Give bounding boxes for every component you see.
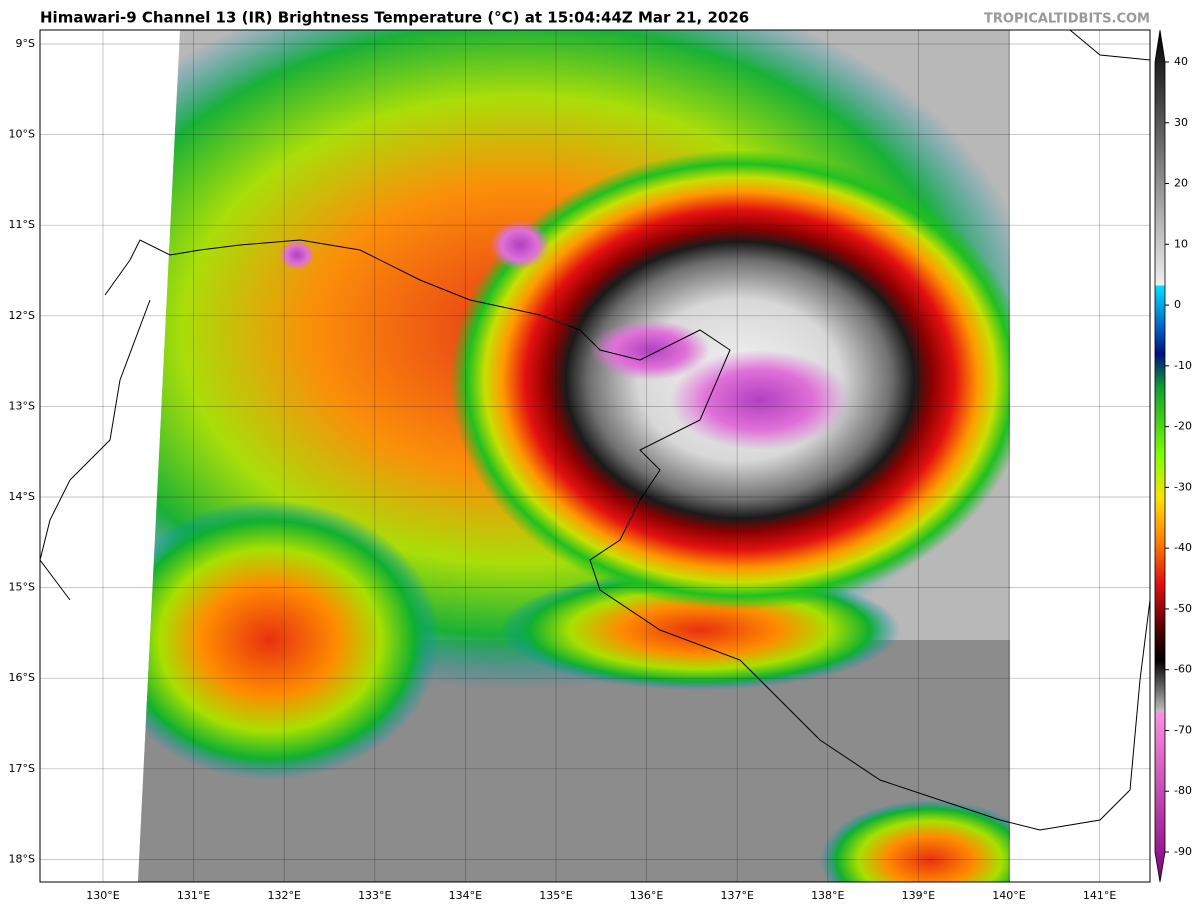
source: TROPICALTIDBITS.COM [984, 12, 1150, 27]
lat-label: 16°S [9, 671, 35, 684]
lon-label: 134°E [449, 889, 482, 902]
lon-label: 133°E [358, 889, 391, 902]
colorbar-label: -80 [1174, 784, 1192, 797]
lon-label: 132°E [267, 889, 300, 902]
colorbar-label: -30 [1174, 480, 1192, 493]
colorbar-label: 30 [1174, 116, 1188, 129]
satellite-image [138, 30, 1010, 882]
lat-label: 11°S [9, 218, 35, 231]
colorbar-ticks: 40 30 20 10 0 -10 -20 -30 -40 -50 -60 -70 -80 -90 [1165, 55, 1192, 858]
lon-label: 136°E [630, 889, 663, 902]
lon-label: 141°E [1083, 889, 1116, 902]
lat-label: 10°S [9, 128, 35, 141]
lon-label: 131°E [177, 889, 210, 902]
graticule: 9°S 10°S 11°S 12°S 13°S 14°S 15°S 16°S 17°S 18°S 1… [9, 30, 1150, 902]
lon-label: 138°E [811, 889, 844, 902]
lat-label: 17°S [9, 762, 35, 775]
lat-label: 15°S [9, 581, 35, 594]
lon-label: 130°E [86, 889, 119, 902]
lon-label: 137°E [720, 889, 753, 902]
colorbar-label: -60 [1174, 663, 1192, 676]
title: Himawari-9 Channel 13 (IR) Brightness Te… [40, 9, 749, 27]
colorbar-label: -50 [1174, 602, 1192, 615]
colorbar-label: 40 [1174, 55, 1188, 68]
lat-label: 14°S [9, 490, 35, 503]
colorbar-label: 10 [1174, 237, 1188, 250]
map-border [39, 29, 1151, 883]
colorbar-label: -70 [1174, 723, 1192, 736]
lon-label: 135°E [539, 889, 572, 902]
lon-label: 140°E [992, 889, 1025, 902]
lat-label: 9°S [16, 37, 35, 50]
colorbar-label: -90 [1174, 845, 1192, 858]
colorbar-label: 20 [1174, 177, 1188, 190]
lat-label: 18°S [9, 852, 35, 865]
colorbar-label: 0 [1174, 298, 1181, 311]
colorbar-label: -20 [1174, 420, 1192, 433]
colorbar-label: -10 [1174, 359, 1192, 372]
lat-label: 13°S [9, 399, 35, 412]
lat-label: 12°S [9, 309, 35, 322]
colorbar [1154, 29, 1166, 883]
lon-label: 139°E [902, 889, 935, 902]
colorbar-label: -40 [1174, 541, 1192, 554]
